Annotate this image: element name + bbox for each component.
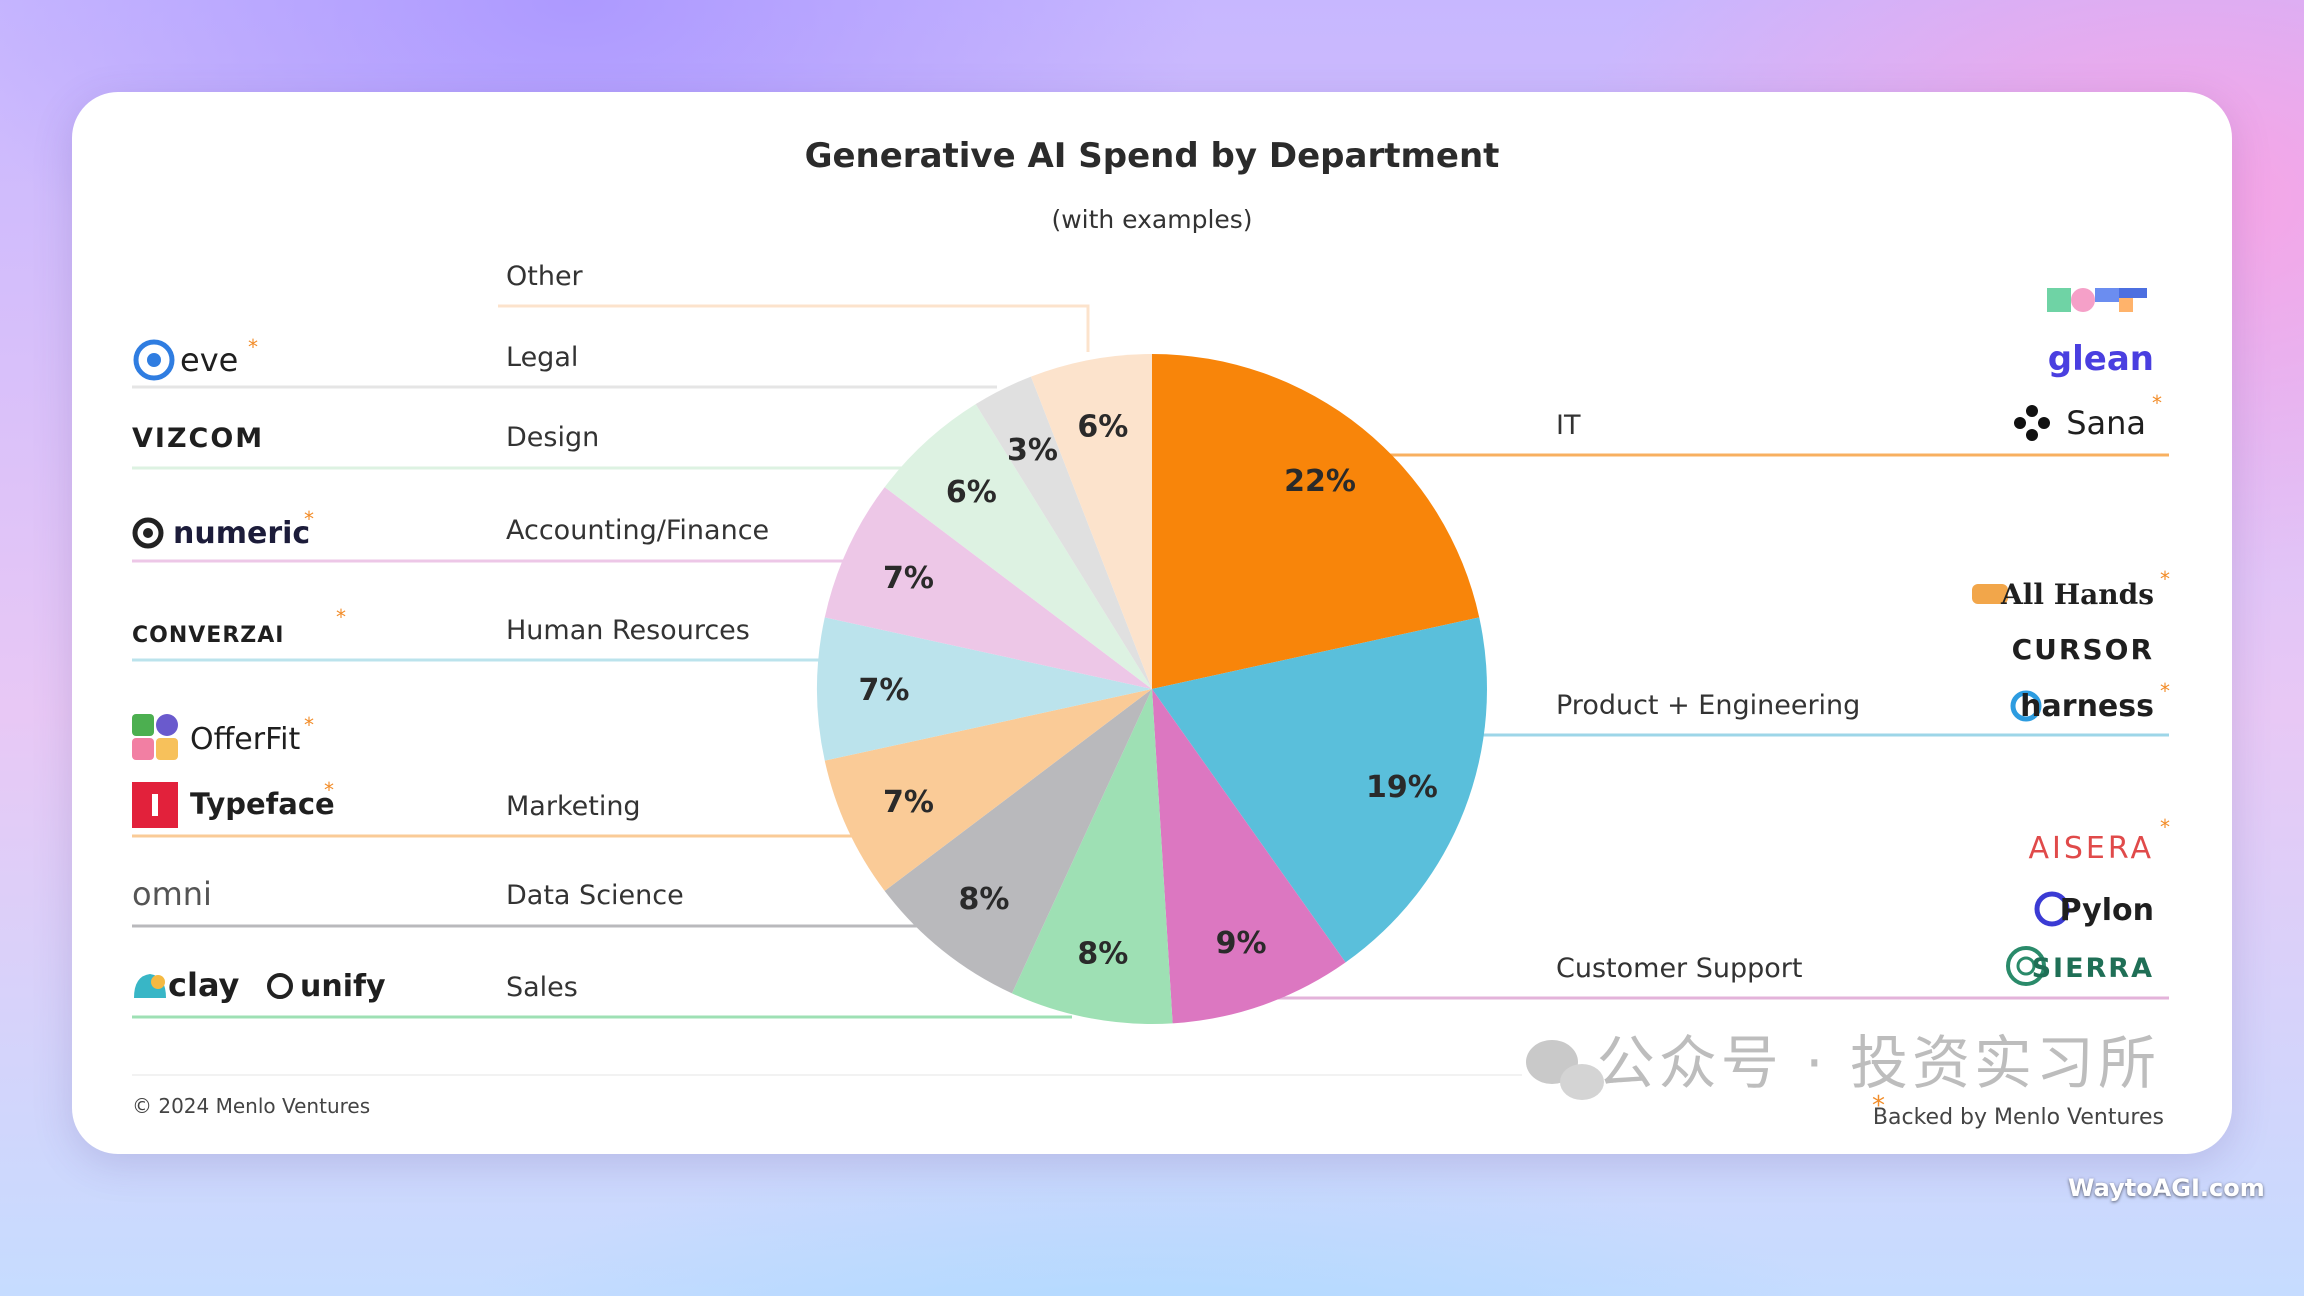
svg-text:*: * xyxy=(324,778,334,802)
logo-eve: eve * xyxy=(133,335,258,381)
logo-offerfit: OfferFit * xyxy=(132,713,314,760)
svg-text:*: * xyxy=(304,507,314,531)
logo-pylon-text: Pylon xyxy=(2060,893,2154,928)
logo-clay: clay xyxy=(134,966,240,1004)
logo-harness: harness * xyxy=(2010,679,2170,724)
chart-card: Generative AI Spend by Department (with … xyxy=(72,92,2232,1154)
percent-labels: 22% 19% 9% 8% 8% 7% 7% 7% 6% 3% 6% xyxy=(859,410,1438,972)
slice-product-engineering xyxy=(1152,617,1487,963)
dept-label-legal: Legal xyxy=(506,342,578,373)
pie-chart: Generative AI Spend by Department (with … xyxy=(132,136,2170,1130)
logo-aisera: AISERA * xyxy=(2028,815,2170,866)
slice-other xyxy=(1030,354,1152,689)
logo-unify: unify xyxy=(267,969,386,1004)
svg-text:*: * xyxy=(2160,679,2170,703)
chart-subtitle: (with examples) xyxy=(1051,205,1252,234)
leader-lines xyxy=(132,304,2169,1019)
pct-label-human-resources: 7% xyxy=(859,673,910,708)
logo-aisera-text: AISERA xyxy=(2028,831,2154,866)
dept-label-sales: Sales xyxy=(506,972,578,1003)
logo-omni: omni xyxy=(132,875,212,913)
logo-unify-text: unify xyxy=(300,969,386,1004)
colorblocks-logo-icon xyxy=(2047,288,2071,312)
dept-label-data-science: Data Science xyxy=(506,880,684,911)
slice-marketing xyxy=(824,689,1152,891)
svg-text:*: * xyxy=(248,335,258,359)
pct-label-it: 22% xyxy=(1284,464,1356,499)
slice-human-resources xyxy=(817,617,1152,761)
slice-customer-support xyxy=(1152,689,1346,1024)
svg-text:*: * xyxy=(2160,567,2170,591)
pct-label-accounting-finance: 7% xyxy=(883,561,934,596)
chart-title: Generative AI Spend by Department xyxy=(805,136,1500,176)
dept-label-product: Product + Engineering xyxy=(1556,690,1860,721)
pct-label-product-engineering: 19% xyxy=(1366,770,1438,805)
slice-design xyxy=(884,404,1152,689)
logo-sana: Sana * xyxy=(2014,391,2162,442)
pct-label-marketing: 7% xyxy=(883,785,934,820)
dept-label-it: IT xyxy=(1556,410,1581,441)
slice-it xyxy=(1152,354,1480,689)
site-watermark: WaytoAGI.com xyxy=(2068,1174,2265,1202)
pct-label-legal: 3% xyxy=(1007,433,1058,468)
dept-label-hr: Human Resources xyxy=(506,615,750,646)
svg-text:*: * xyxy=(2160,815,2170,839)
logo-allhands-text: All Hands xyxy=(2000,578,2154,611)
logo-harness-text: harness xyxy=(2020,689,2154,724)
harness-logo-icon xyxy=(2010,690,2042,722)
sierra-logo-icon xyxy=(2006,946,2046,986)
allhands-logo-icon xyxy=(1972,584,2008,604)
logo-vizcom: VIZCOM xyxy=(132,423,264,454)
svg-text:*: * xyxy=(336,605,346,629)
logo-numeric: numeric * xyxy=(132,507,314,551)
pct-label-design: 6% xyxy=(946,475,997,510)
slice-accounting-finance xyxy=(824,487,1152,689)
logo-glean: glean xyxy=(2048,339,2154,379)
logo-sana-text: Sana xyxy=(2066,404,2146,442)
pct-label-other: 6% xyxy=(1077,410,1128,445)
wechat-watermark-text: 公众号 · 投资实习所 xyxy=(1597,1029,2160,1097)
sana-logo-icon xyxy=(2026,405,2038,417)
pct-label-data-science: 8% xyxy=(959,882,1010,917)
svg-text:*: * xyxy=(304,713,314,737)
slice-sales xyxy=(1011,689,1173,1024)
copyright: © 2024 Menlo Ventures xyxy=(132,1094,370,1118)
dept-label-accounting: Accounting/Finance xyxy=(506,515,769,546)
logo-colorblocks xyxy=(2047,288,2147,312)
pct-label-customer-support: 9% xyxy=(1216,926,1267,961)
logo-allhands: All Hands * xyxy=(1972,567,2170,611)
logo-pylon: Pylon xyxy=(2034,891,2154,928)
dept-label-marketing: Marketing xyxy=(506,791,641,822)
svg-text:*: * xyxy=(2152,391,2162,415)
logo-numeric-text: numeric xyxy=(173,516,310,551)
backed-note: Backed by Menlo Ventures xyxy=(1873,1105,2164,1130)
offerfit-logo-icon xyxy=(132,714,154,736)
logo-offerfit-text: OfferFit xyxy=(190,722,300,757)
pct-label-sales: 8% xyxy=(1077,936,1128,971)
logo-cursor: CURSOR xyxy=(2012,633,2154,666)
logo-typeface-text: Typeface xyxy=(190,787,335,821)
logo-sierra-text: SIERRA xyxy=(2032,953,2154,984)
logo-converzai-text: CONVERZAI xyxy=(132,623,284,648)
eve-logo-icon xyxy=(133,339,175,381)
wechat-watermark: 公众号 · 投资实习所 xyxy=(1526,1029,2160,1100)
dept-label-design: Design xyxy=(506,422,599,453)
pylon-logo-icon xyxy=(2034,891,2070,927)
slice-data-science xyxy=(884,689,1152,994)
unify-logo-icon xyxy=(267,973,293,999)
dept-label-other: Other xyxy=(506,261,584,292)
slice-legal xyxy=(975,376,1152,689)
logo-converzai: CONVERZAI * xyxy=(132,605,346,648)
pie-slices xyxy=(817,354,1487,1024)
logo-clay-text: clay xyxy=(168,966,240,1004)
logo-typeface: Typeface * xyxy=(132,778,335,828)
logo-eve-text: eve xyxy=(180,341,238,379)
leader-line-other xyxy=(498,304,1090,352)
numeric-logo-icon xyxy=(132,517,164,549)
dept-label-support: Customer Support xyxy=(1556,953,1802,984)
backed-star: * xyxy=(1872,1091,1885,1121)
logo-sierra: SIERRA xyxy=(2006,946,2154,986)
